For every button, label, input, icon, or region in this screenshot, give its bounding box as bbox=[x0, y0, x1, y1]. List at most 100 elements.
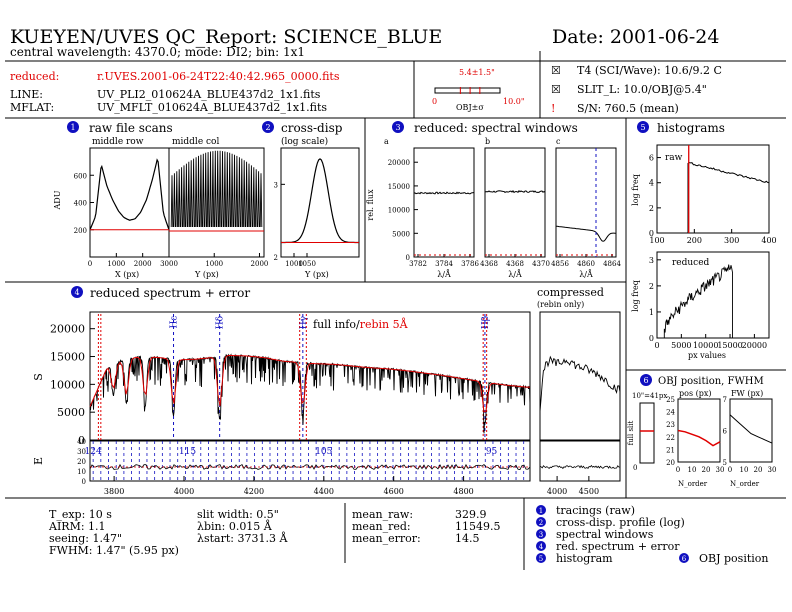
mean-raw-label: mean_raw: bbox=[352, 508, 413, 521]
obj-fw-xtick-label: 10 bbox=[740, 466, 749, 474]
panel-1-xlabel-col: Y (px) bbox=[194, 270, 219, 279]
status-snr: S/N: 760.5 (mean) bbox=[577, 102, 679, 115]
panel-number-4-text: 4 bbox=[74, 288, 79, 297]
mean-error-label: mean_error: bbox=[352, 532, 421, 545]
window-xtick-label: 3786 bbox=[461, 260, 479, 268]
window-xtick-label: 4856 bbox=[551, 260, 569, 268]
spectrum-frame bbox=[89, 311, 531, 441]
obj-fw-frame bbox=[729, 398, 773, 463]
slit-object-marks bbox=[459, 87, 481, 94]
panel-number-4 bbox=[71, 286, 83, 298]
panel-legend: 1 tracings (raw) 2 cross-disp. profile (… bbox=[536, 504, 768, 565]
legend-item-1: tracings (raw) bbox=[556, 504, 635, 517]
compressed-error-line bbox=[539, 464, 621, 470]
obj-pos-xtick-label: 0 bbox=[676, 466, 680, 474]
cross-disp-xtick-label: 1000 bbox=[285, 260, 303, 268]
window-ytick-label: 10000 bbox=[388, 207, 410, 215]
obj-fw-xlabel: N_order bbox=[730, 480, 760, 488]
slit-diagram: 5.4±1.5" 0 10.0" OBJ±σ bbox=[432, 68, 525, 112]
obj-pos-xtick-label: 30 bbox=[716, 466, 725, 474]
airmass: AIRM: 1.1 bbox=[48, 520, 106, 533]
hist-red-xtick-label: 20000 bbox=[742, 341, 767, 350]
mean-red-label: mean_red: bbox=[352, 520, 411, 533]
obj-fw-line bbox=[729, 414, 773, 444]
obj-pos-frame bbox=[677, 398, 721, 463]
raw-col-frame bbox=[168, 147, 265, 258]
hist-raw-ytick-label: 2 bbox=[649, 204, 654, 213]
hist-red-xtick-label: 10000 bbox=[693, 341, 718, 350]
panel-reduced-spectrum: 4 reduced spectrum + error compressed (r… bbox=[32, 286, 621, 496]
error-yticks: 0 10 20 30 40 bbox=[77, 438, 86, 486]
window-a-frame bbox=[413, 147, 475, 258]
reduced-spectrum-line bbox=[89, 353, 531, 434]
panel-number-1-text: 1 bbox=[70, 123, 75, 132]
hist-raw-xtick-label: 300 bbox=[724, 236, 739, 245]
spectrum-xtick-label: 4800 bbox=[453, 487, 473, 496]
spectrum-xtick-label: 4200 bbox=[244, 487, 264, 496]
hist-red-ytick-label: 1 bbox=[649, 308, 654, 317]
order-number: 105 bbox=[315, 447, 332, 457]
balmer-line-markers: Hε Hδ Hγ Hβ bbox=[97, 314, 491, 440]
panel-raw-scans: 1 raw file scans middle row middle col A… bbox=[53, 121, 268, 279]
window-xtick-label: 4368 bbox=[480, 260, 498, 268]
slit-left-label: 0 bbox=[432, 97, 437, 106]
compressed-sub: (rebin only) bbox=[537, 300, 584, 309]
hist-raw-ytick-label: 0 bbox=[649, 229, 654, 238]
raw-row-frame bbox=[89, 147, 170, 258]
obj-pos-ticks: 20 21 22 23 24 25 0 10 20 30 bbox=[666, 396, 724, 474]
reduced-filename: r.UVES.2001-06-24T22:40:42.965_0000.fits bbox=[97, 70, 340, 83]
spectrum-ytick-label: 5000 bbox=[57, 406, 85, 419]
hist-raw-frame bbox=[656, 144, 770, 234]
raw-ytick-label: 400 bbox=[74, 200, 87, 208]
panel-1-sub-col: middle col bbox=[172, 137, 219, 147]
panel-number-2 bbox=[262, 121, 274, 133]
raw-col-xticks: 1000 2000 bbox=[205, 253, 268, 268]
cross-disp-yticks: 23 bbox=[274, 181, 285, 262]
window-c-label: c bbox=[556, 137, 561, 146]
spectrum-ytick-label: 10000 bbox=[50, 378, 85, 391]
report-date: Date: 2001-06-24 bbox=[552, 26, 719, 48]
panel-3-title: reduced: spectral windows bbox=[414, 121, 578, 135]
mean-red-value: 11549.5 bbox=[455, 520, 501, 533]
spectrum-ytick-label: 20000 bbox=[50, 323, 85, 336]
hist-reduced-label: reduced bbox=[672, 258, 710, 268]
spectrum-ytick-label: 15000 bbox=[50, 351, 85, 364]
balmer-label: Hβ bbox=[481, 316, 491, 329]
raw-row-trace bbox=[89, 158, 170, 231]
panel-4-title: reduced spectrum + error bbox=[90, 286, 250, 300]
exposure-time: T_exp: 10 s bbox=[49, 508, 112, 521]
obj-pos-ytick-label: 24 bbox=[666, 409, 675, 417]
spectrum-ytick-label: 0 bbox=[78, 434, 85, 447]
obj-fw-xtick-label: 20 bbox=[754, 466, 763, 474]
full-slit-label: full slit bbox=[627, 420, 635, 445]
window-xtick-label: 4864 bbox=[603, 260, 621, 268]
legend-item-5: histogram bbox=[556, 552, 613, 565]
legend-item-6: OBJ position bbox=[699, 552, 768, 565]
order-number-labels: 124 115 105 95 bbox=[85, 447, 498, 457]
hist-raw-ytick-label: 4 bbox=[649, 179, 654, 188]
status-list: ☒ T4 (SCI/Wave): 10.6/9.2 C ☒ SLIT_L: 10… bbox=[551, 64, 722, 115]
obj-fw-xtick-label: 0 bbox=[728, 466, 732, 474]
seeing: seeing: 1.47" bbox=[49, 532, 122, 545]
error-ytick-label: 40 bbox=[77, 438, 86, 446]
legend-item-3: spectral windows bbox=[556, 528, 654, 541]
obj-pos-line bbox=[677, 429, 721, 447]
window-b-frame bbox=[484, 147, 546, 258]
spectrum-xtick-label: 4000 bbox=[174, 487, 194, 496]
cross-disp-xtick-label: 1050 bbox=[298, 260, 316, 268]
window-c-frame bbox=[555, 147, 617, 258]
hist-red-xtick-label: 0 bbox=[654, 341, 659, 350]
obj-fw-ytick-label: 5 bbox=[723, 459, 727, 467]
panel-2-xlabel: Y (px) bbox=[304, 270, 329, 279]
window-ytick-label: 5000 bbox=[392, 230, 410, 238]
hist-red-xtick-label: 5000 bbox=[671, 341, 691, 350]
spectrum-xtick-label: 4400 bbox=[314, 487, 334, 496]
panel-obj-position: 6 OBJ position, FWHM 10"=41px pos (px) F… bbox=[627, 374, 776, 488]
error-ylabel: E bbox=[32, 457, 45, 465]
legend-num-4: 4 bbox=[539, 543, 544, 551]
hist-red-ytick-label: 3 bbox=[649, 256, 654, 265]
window-xlabel: λ/Å bbox=[508, 270, 522, 279]
hist-raw-xtick-label: 100 bbox=[649, 236, 664, 245]
